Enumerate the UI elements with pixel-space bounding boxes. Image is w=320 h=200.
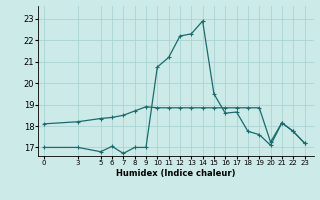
X-axis label: Humidex (Indice chaleur): Humidex (Indice chaleur) — [116, 169, 236, 178]
